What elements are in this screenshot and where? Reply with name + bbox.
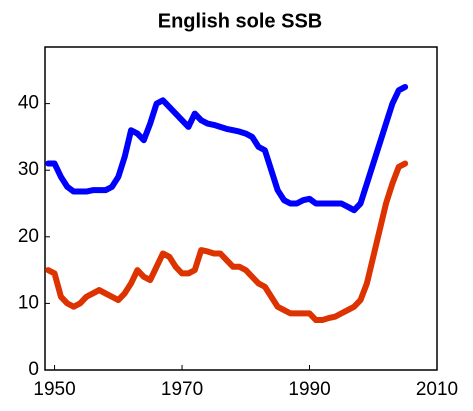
y-tick-label: 0: [28, 359, 39, 380]
x-tick-label: 2010: [416, 379, 458, 400]
x-tick-label: 1950: [33, 379, 75, 400]
y-tick-label: 40: [18, 93, 39, 114]
series-line: [45, 160, 409, 324]
plot-frame: [44, 46, 438, 371]
x-tick-label: 1990: [288, 379, 330, 400]
x-tick-label: 1970: [161, 379, 203, 400]
y-tick-label: 20: [18, 226, 39, 247]
series-line: [45, 83, 409, 214]
y-tick-label: 10: [18, 292, 39, 313]
y-tick-label: 30: [18, 159, 39, 180]
chart-title: English sole SSB: [158, 10, 322, 32]
